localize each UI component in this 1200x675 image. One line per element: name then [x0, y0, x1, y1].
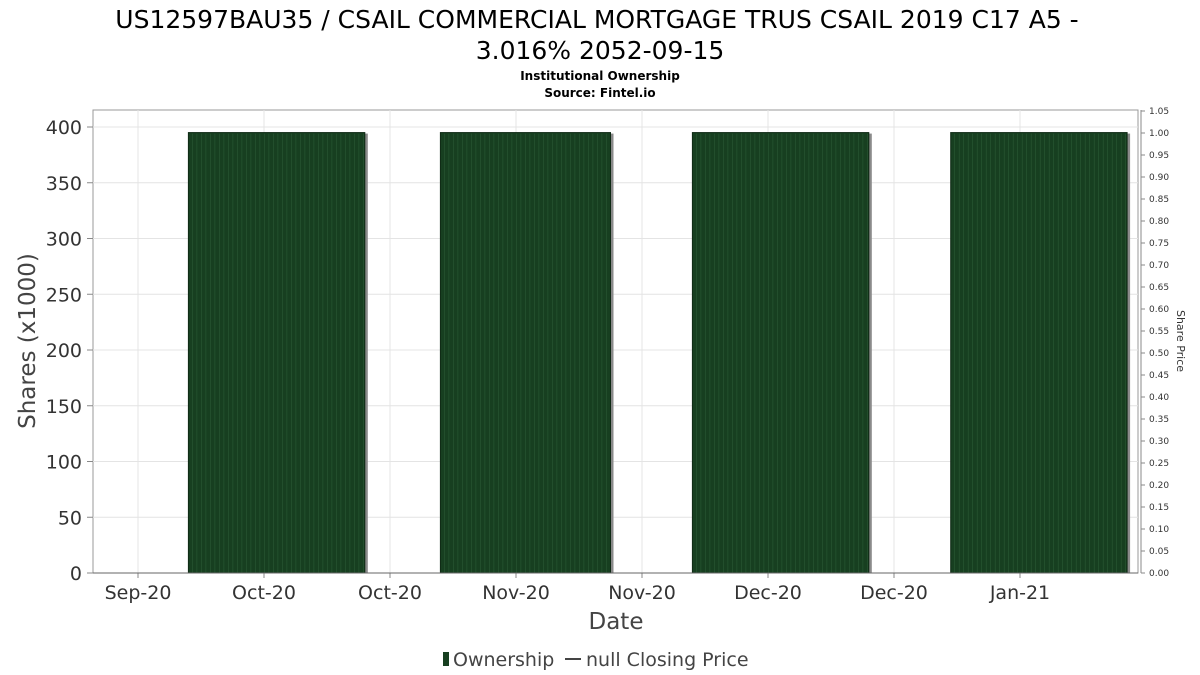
- y-tick-label-8: 400: [46, 117, 82, 139]
- y2-tick-label-2: 0.10: [1149, 525, 1169, 535]
- y2-tick-label-9: 0.45: [1149, 371, 1169, 381]
- x-axis-label: Date: [589, 609, 644, 635]
- x-tick-label-0: Sep-20: [105, 582, 172, 604]
- legend-price-label: null Closing Price: [586, 649, 749, 671]
- chart-title-line2: 3.016% 2052-09-15: [476, 36, 725, 65]
- y-tick-label-6: 300: [46, 229, 82, 251]
- y-tick-label-0: 0: [70, 563, 82, 585]
- y-tick-label-4: 200: [46, 340, 82, 362]
- y2-tick-label-16: 0.80: [1149, 217, 1169, 227]
- chart-subtitle-line1: Institutional Ownership: [520, 69, 680, 83]
- x-tick-label-4: Nov-20: [608, 582, 676, 604]
- bar-0: [187, 132, 366, 574]
- y-tick-label-7: 350: [46, 173, 82, 195]
- x-tick-label-1: Oct-20: [232, 582, 296, 604]
- y2-tick-label-8: 0.40: [1149, 393, 1169, 403]
- y-axis-label: Shares (x1000): [15, 253, 41, 429]
- y-tick-label-2: 100: [46, 452, 82, 474]
- x-tick-label-6: Dec-20: [860, 582, 928, 604]
- y-tick-label-5: 250: [46, 284, 82, 306]
- y-axis-ticks: 0 50 100 150 200 250 300 350 400: [46, 117, 93, 585]
- y2-tick-label-17: 0.85: [1149, 195, 1169, 205]
- ownership-bars: [187, 132, 1131, 574]
- y2-axis-ticks: 0.00 0.05 0.10 0.15 0.20 0.25 0.30 0.35 0.40 0.45…: [1141, 107, 1169, 579]
- y2-tick-label-10: 0.50: [1149, 349, 1169, 359]
- y2-tick-label-0: 0.00: [1149, 569, 1169, 579]
- y2-tick-label-13: 0.65: [1149, 283, 1169, 293]
- bar-2: [691, 132, 870, 574]
- y2-tick-label-21: 1.05: [1149, 107, 1169, 117]
- y2-tick-label-3: 0.15: [1149, 503, 1169, 513]
- y2-tick-label-12: 0.60: [1149, 305, 1169, 315]
- y2-tick-label-15: 0.75: [1149, 239, 1169, 249]
- y2-tick-label-5: 0.25: [1149, 459, 1169, 469]
- chart-subtitle-line2: Source: Fintel.io: [544, 86, 655, 100]
- y2-tick-label-18: 0.90: [1149, 173, 1169, 183]
- y2-tick-label-20: 1.00: [1149, 129, 1169, 139]
- legend-ownership-swatch: [443, 652, 449, 666]
- y2-tick-label-4: 0.20: [1149, 481, 1169, 491]
- y-tick-label-1: 50: [58, 507, 82, 529]
- legend-ownership-label: Ownership: [453, 649, 554, 671]
- x-tick-label-2: Oct-20: [358, 582, 422, 604]
- chart-title-line1: US12597BAU35 / CSAIL COMMERCIAL MORTGAGE…: [115, 5, 1078, 34]
- x-tick-label-3: Nov-20: [482, 582, 550, 604]
- y-tick-label-3: 150: [46, 396, 82, 418]
- x-tick-label-7: Jan-21: [989, 582, 1050, 604]
- x-tick-label-5: Dec-20: [734, 582, 802, 604]
- y2-tick-label-1: 0.05: [1149, 547, 1169, 557]
- y2-tick-label-6: 0.30: [1149, 437, 1169, 447]
- legend: Ownership null Closing Price: [443, 649, 749, 671]
- y2-tick-label-7: 0.35: [1149, 415, 1169, 425]
- y2-tick-label-14: 0.70: [1149, 261, 1169, 271]
- x-axis-ticks: Sep-20 Oct-20 Oct-20 Nov-20 Nov-20 Dec-20 Dec-…: [105, 573, 1050, 604]
- y2-tick-label-11: 0.55: [1149, 327, 1169, 337]
- y2-tick-label-19: 0.95: [1149, 151, 1169, 161]
- y2-axis-label: Share Price: [1174, 310, 1187, 372]
- bar-3: [950, 132, 1128, 574]
